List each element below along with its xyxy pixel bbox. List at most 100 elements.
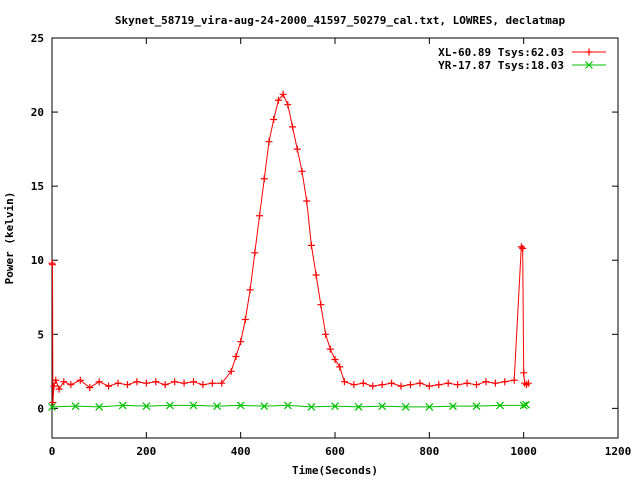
y-tick-label: 10 — [31, 254, 44, 267]
series-1-point — [60, 378, 68, 386]
legend-marker — [585, 61, 593, 69]
x-tick-label: 600 — [325, 445, 345, 458]
series-2-point — [189, 401, 198, 410]
series-1-point — [133, 378, 141, 386]
series-2-point — [496, 401, 505, 410]
series-2-point — [118, 401, 127, 410]
series-1-point — [241, 315, 249, 323]
series-2-point — [401, 402, 410, 411]
series-2-point — [236, 401, 245, 410]
series-1-point — [246, 286, 254, 294]
plot-area — [48, 90, 532, 411]
series-1-point — [251, 249, 259, 257]
series-1-point — [208, 379, 216, 387]
series-1-point — [48, 261, 56, 269]
series-1-point — [326, 345, 334, 353]
series-1-point — [265, 138, 273, 146]
series-1-point — [397, 382, 405, 390]
y-axis-label: Power (kelvin) — [3, 192, 16, 285]
series-1-point — [123, 381, 131, 389]
series-1-point — [279, 90, 287, 98]
series-1-point — [76, 376, 84, 384]
series-1-point — [519, 244, 527, 252]
series-2-point — [213, 402, 222, 411]
series-1-point — [274, 96, 282, 104]
series-1-point — [307, 241, 315, 249]
x-tick-label: 800 — [419, 445, 439, 458]
x-tick-label: 1200 — [605, 445, 632, 458]
series-1-point — [270, 115, 278, 123]
series-1-point — [340, 378, 348, 386]
series-1-point — [105, 382, 113, 390]
series-1-point — [388, 379, 396, 387]
series-2-point — [354, 402, 363, 411]
series-1-point — [322, 330, 330, 338]
series-1-point — [444, 379, 452, 387]
series-2-point — [283, 401, 292, 410]
x-tick-label: 1000 — [510, 445, 537, 458]
series-1-point — [227, 367, 235, 375]
series-1-point — [520, 369, 528, 377]
series-1-point — [303, 197, 311, 205]
series-1-point — [171, 378, 179, 386]
series-1 — [48, 90, 532, 406]
series-1-point — [378, 381, 386, 389]
series-2 — [48, 400, 530, 411]
series-2-point — [472, 402, 481, 411]
series-1-point — [260, 175, 268, 183]
series-1-point — [473, 381, 480, 389]
series-1-point — [152, 378, 160, 386]
series-1-point — [180, 379, 188, 387]
legend-label: YR-17.87 Tsys:18.03 — [438, 59, 564, 72]
series-1-point — [359, 379, 367, 387]
series-2-point — [448, 402, 457, 411]
series-2-point — [519, 401, 528, 410]
series-1-point — [317, 301, 325, 309]
series-2-point — [71, 402, 80, 411]
series-1-point — [55, 385, 63, 393]
series-1-point — [369, 382, 377, 390]
series-1-point — [256, 212, 264, 220]
series-2-point — [331, 402, 339, 411]
series-2-point — [48, 402, 56, 411]
series-1-point — [416, 379, 424, 387]
series-1-point — [331, 355, 339, 363]
x-axis: 0 200 400 600 800 1000 1200 — [49, 38, 632, 458]
series-1-point — [86, 384, 94, 392]
y-tick-label: 20 — [31, 106, 44, 119]
series-1-point — [406, 381, 414, 389]
series-1-point — [350, 381, 358, 389]
series-1-point — [336, 363, 344, 371]
series-1-point — [491, 379, 499, 387]
legend-label: XL-60.89 Tsys:62.03 — [438, 46, 564, 59]
series-1-point — [95, 378, 103, 386]
series-2-line — [51, 404, 527, 408]
series-1-point — [50, 382, 58, 390]
series-1-point — [67, 381, 75, 389]
y-tick-label: 15 — [31, 180, 44, 193]
y-tick-label: 25 — [31, 32, 44, 45]
series-2-point — [378, 402, 387, 411]
series-1-point — [517, 243, 525, 251]
series-1-point — [199, 381, 207, 389]
series-1-point — [425, 382, 433, 390]
legend-marker — [585, 48, 593, 56]
series-1-point — [232, 353, 240, 361]
series-1-point — [289, 123, 297, 131]
series-1-point — [237, 338, 245, 346]
series-1-point — [49, 398, 57, 406]
series-2-point — [425, 402, 434, 411]
series-2-point — [307, 402, 316, 411]
series-1-point — [454, 381, 462, 389]
series-1-point — [510, 376, 518, 384]
series-1-point — [218, 379, 226, 387]
y-tick-label: 0 — [37, 402, 44, 415]
series-1-point — [52, 376, 60, 384]
series-1-point — [142, 379, 150, 387]
series-2-point — [142, 402, 151, 411]
series-2-point — [522, 400, 530, 409]
series-1-point — [482, 378, 490, 386]
